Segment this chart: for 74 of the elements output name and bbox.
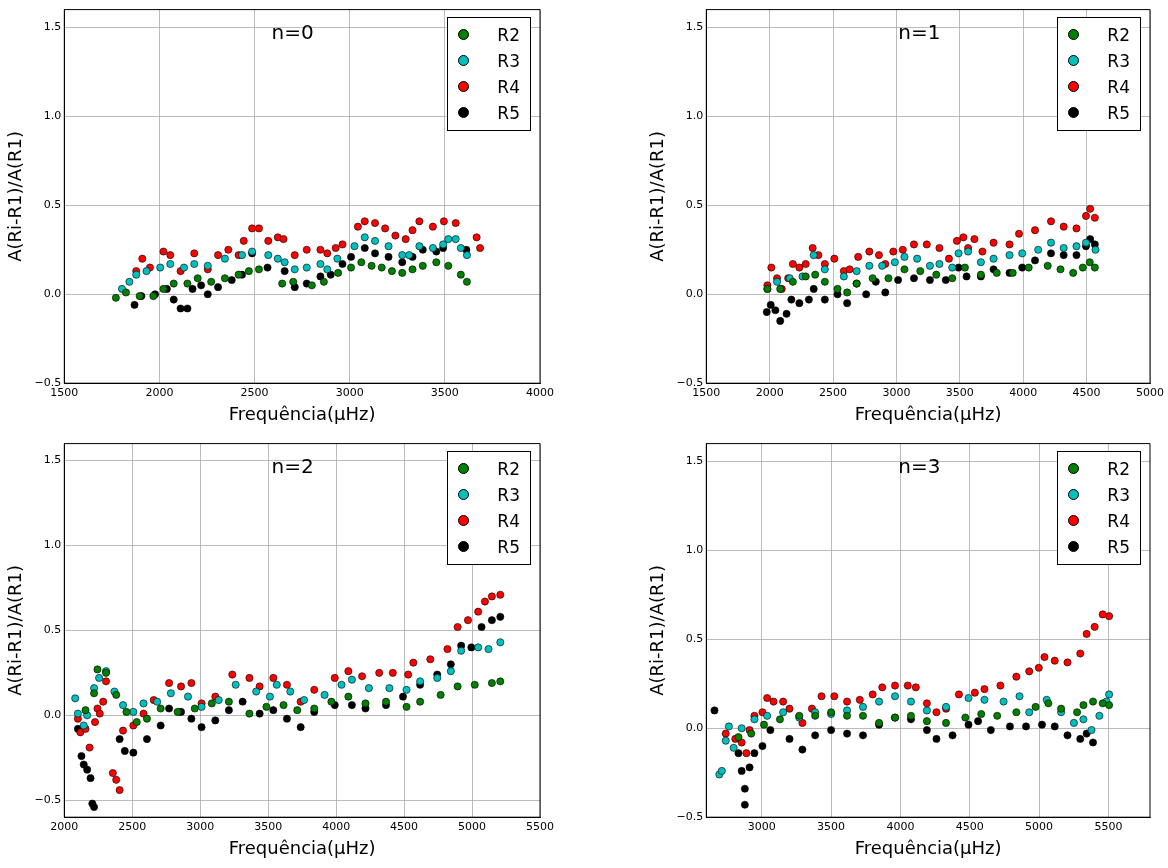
x-tick-label: 3000	[186, 819, 215, 833]
legend-label: R5	[1107, 536, 1130, 557]
x-tick-label: 4500	[955, 819, 984, 833]
y-tick-label: 0.5	[43, 198, 62, 212]
legend-label: R3	[1107, 484, 1130, 505]
legend-label: R3	[497, 484, 520, 505]
x-tick-label: 2000	[755, 385, 784, 399]
x-tick-label: 5000	[458, 819, 487, 833]
y-axis-title: A(Ri-R1)/A(R1)	[4, 131, 26, 262]
legend-label: R4	[1107, 510, 1130, 531]
legend-label: R3	[1107, 50, 1130, 71]
y-tick-label: 0.0	[43, 287, 62, 301]
legend-label: R5	[497, 536, 520, 557]
y-tick-label: −0.5	[34, 793, 62, 807]
y-tick-label: 1.5	[43, 20, 62, 34]
y-tick-label: 1.5	[685, 454, 704, 468]
x-tick-label: 2500	[118, 819, 147, 833]
text: n=1	[898, 19, 941, 44]
x-tick-label: 4000	[886, 819, 915, 833]
text: n=0	[271, 19, 314, 44]
y-tick-label: 0.5	[685, 198, 704, 212]
x-tick-label: 3000	[747, 819, 776, 833]
x-tick-label: 3000	[882, 385, 911, 399]
y-axis-title: A(Ri-R1)/A(R1)	[646, 131, 668, 262]
text: n=2	[271, 453, 314, 478]
x-tick-label: 4000	[322, 819, 351, 833]
x-tick-label: 1500	[692, 385, 721, 399]
x-tick-label: 4000	[1009, 385, 1038, 399]
x-tick-label: 3500	[430, 385, 459, 399]
y-tick-label: 1.5	[685, 20, 704, 34]
x-tick-label: 5500	[526, 819, 554, 833]
legend-label: R4	[1107, 76, 1130, 97]
x-tick-label: 5500	[1094, 819, 1123, 833]
y-tick-label: 0.0	[685, 287, 704, 301]
x-axis-title: Frequência(μHz)	[854, 402, 1002, 424]
x-tick-label: 3000	[335, 385, 364, 399]
text: n=3	[898, 453, 941, 478]
x-axis-title: Frequência(μHz)	[228, 836, 376, 858]
y-tick-label: −0.5	[676, 810, 704, 824]
y-axis-title: A(Ri-R1)/A(R1)	[4, 565, 26, 696]
y-tick-label: 0.0	[43, 708, 62, 722]
x-tick-label: 3500	[945, 385, 974, 399]
x-axis-title: Frequência(μHz)	[854, 836, 1002, 858]
x-tick-label: 5000	[1025, 819, 1054, 833]
legend-label: R2	[1107, 24, 1130, 45]
legend-label: R5	[1107, 102, 1130, 123]
x-axis-title: Frequência(μHz)	[228, 402, 376, 424]
legend-label: R2	[1107, 458, 1130, 479]
legend-label: R4	[497, 76, 520, 97]
x-tick-label: 3500	[817, 819, 846, 833]
x-tick-label: 2000	[145, 385, 174, 399]
legend-label: R5	[497, 102, 520, 123]
x-tick-label: 4000	[526, 385, 554, 399]
y-tick-label: 1.0	[685, 543, 704, 557]
x-tick-label: 2500	[240, 385, 269, 399]
y-tick-label: 1.0	[685, 109, 704, 123]
y-axis-title: A(Ri-R1)/A(R1)	[646, 565, 668, 696]
y-tick-label: 0.5	[685, 632, 704, 646]
legend-label: R2	[497, 24, 520, 45]
x-tick-label: 5000	[1136, 385, 1164, 399]
legend-label: R4	[497, 510, 520, 531]
x-tick-label: 3500	[254, 819, 283, 833]
x-tick-label: 4500	[390, 819, 419, 833]
y-tick-label: 0.5	[43, 623, 62, 637]
x-tick-label: 1500	[50, 385, 79, 399]
y-tick-label: 1.5	[43, 453, 62, 467]
x-tick-label: 2500	[819, 385, 848, 399]
legend-label: R2	[497, 458, 520, 479]
x-tick-label: 4500	[1072, 385, 1101, 399]
y-tick-label: 1.0	[43, 109, 62, 123]
legend-label: R3	[497, 50, 520, 71]
y-tick-label: 0.0	[685, 721, 704, 735]
x-tick-label: 2000	[50, 819, 79, 833]
y-tick-label: 1.0	[43, 538, 62, 552]
